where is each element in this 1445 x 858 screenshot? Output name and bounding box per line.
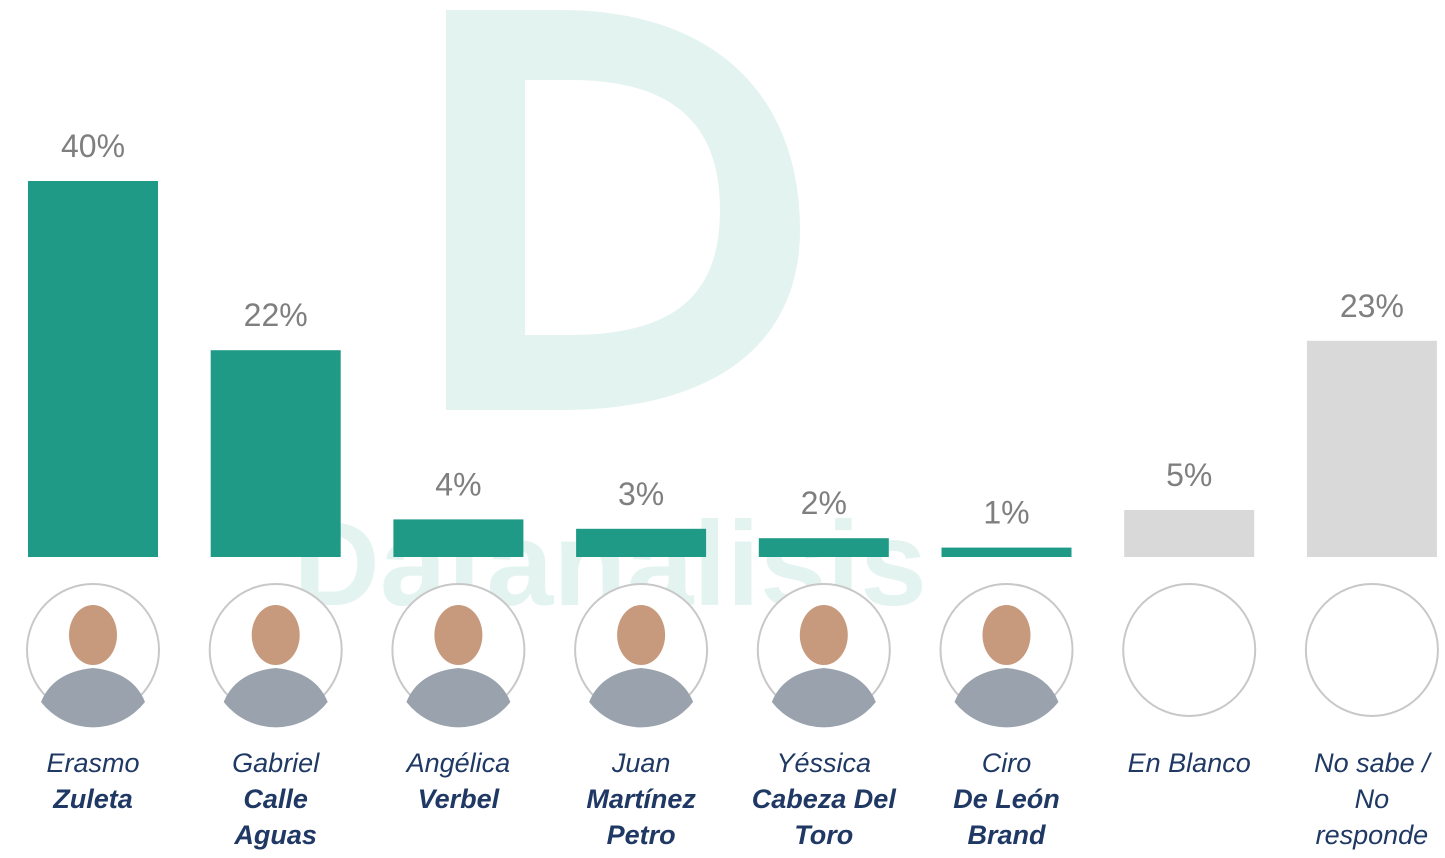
avatar — [1306, 584, 1438, 716]
surname: Zuleta — [18, 781, 168, 817]
value-label: 1% — [983, 495, 1029, 531]
surname: Verbel — [383, 781, 533, 817]
surname: Cabeza Del Toro — [749, 781, 899, 853]
value-label: 4% — [435, 466, 481, 502]
surname: Calle Aguas — [201, 781, 351, 853]
surname: De León Brand — [932, 781, 1082, 853]
avatar-head — [434, 605, 482, 665]
value-label: 22% — [244, 297, 308, 333]
avatar-head — [69, 605, 117, 665]
value-label: 2% — [801, 485, 847, 521]
given-name: Ciro — [982, 748, 1032, 778]
bar — [1307, 341, 1437, 557]
given-name: No sabe / No responde — [1314, 748, 1430, 850]
avatar-head — [800, 605, 848, 665]
bar — [942, 548, 1072, 557]
given-name: Erasmo — [46, 748, 139, 778]
surname: Martínez Petro — [566, 781, 716, 853]
bar — [576, 529, 706, 557]
chart: Datanalisis 40%22%4%3%2%1%5%23% — [0, 0, 1445, 858]
given-name: Juan — [612, 748, 671, 778]
avatar-head — [252, 605, 300, 665]
page: Datanalisis 40%22%4%3%2%1%5%23% (() => {… — [0, 0, 1445, 858]
value-label: 40% — [61, 128, 125, 164]
watermark-logo — [446, 10, 800, 410]
category-label: En Blanco — [1114, 745, 1264, 781]
bar — [28, 181, 158, 557]
avatar — [1123, 584, 1255, 716]
category-label: No sabe / No responde — [1297, 745, 1445, 853]
value-label: 5% — [1166, 457, 1212, 493]
avatar-head — [617, 605, 665, 665]
value-label: 23% — [1340, 288, 1404, 324]
given-name: En Blanco — [1128, 748, 1251, 778]
given-name: Gabriel — [232, 748, 319, 778]
bar — [393, 519, 523, 557]
bar — [759, 538, 889, 557]
given-name: Angélica — [407, 748, 511, 778]
bar — [1124, 510, 1254, 557]
avatar-head — [983, 605, 1031, 665]
given-name: Yéssica — [777, 748, 872, 778]
value-label: 3% — [618, 476, 664, 512]
bar — [211, 350, 341, 557]
